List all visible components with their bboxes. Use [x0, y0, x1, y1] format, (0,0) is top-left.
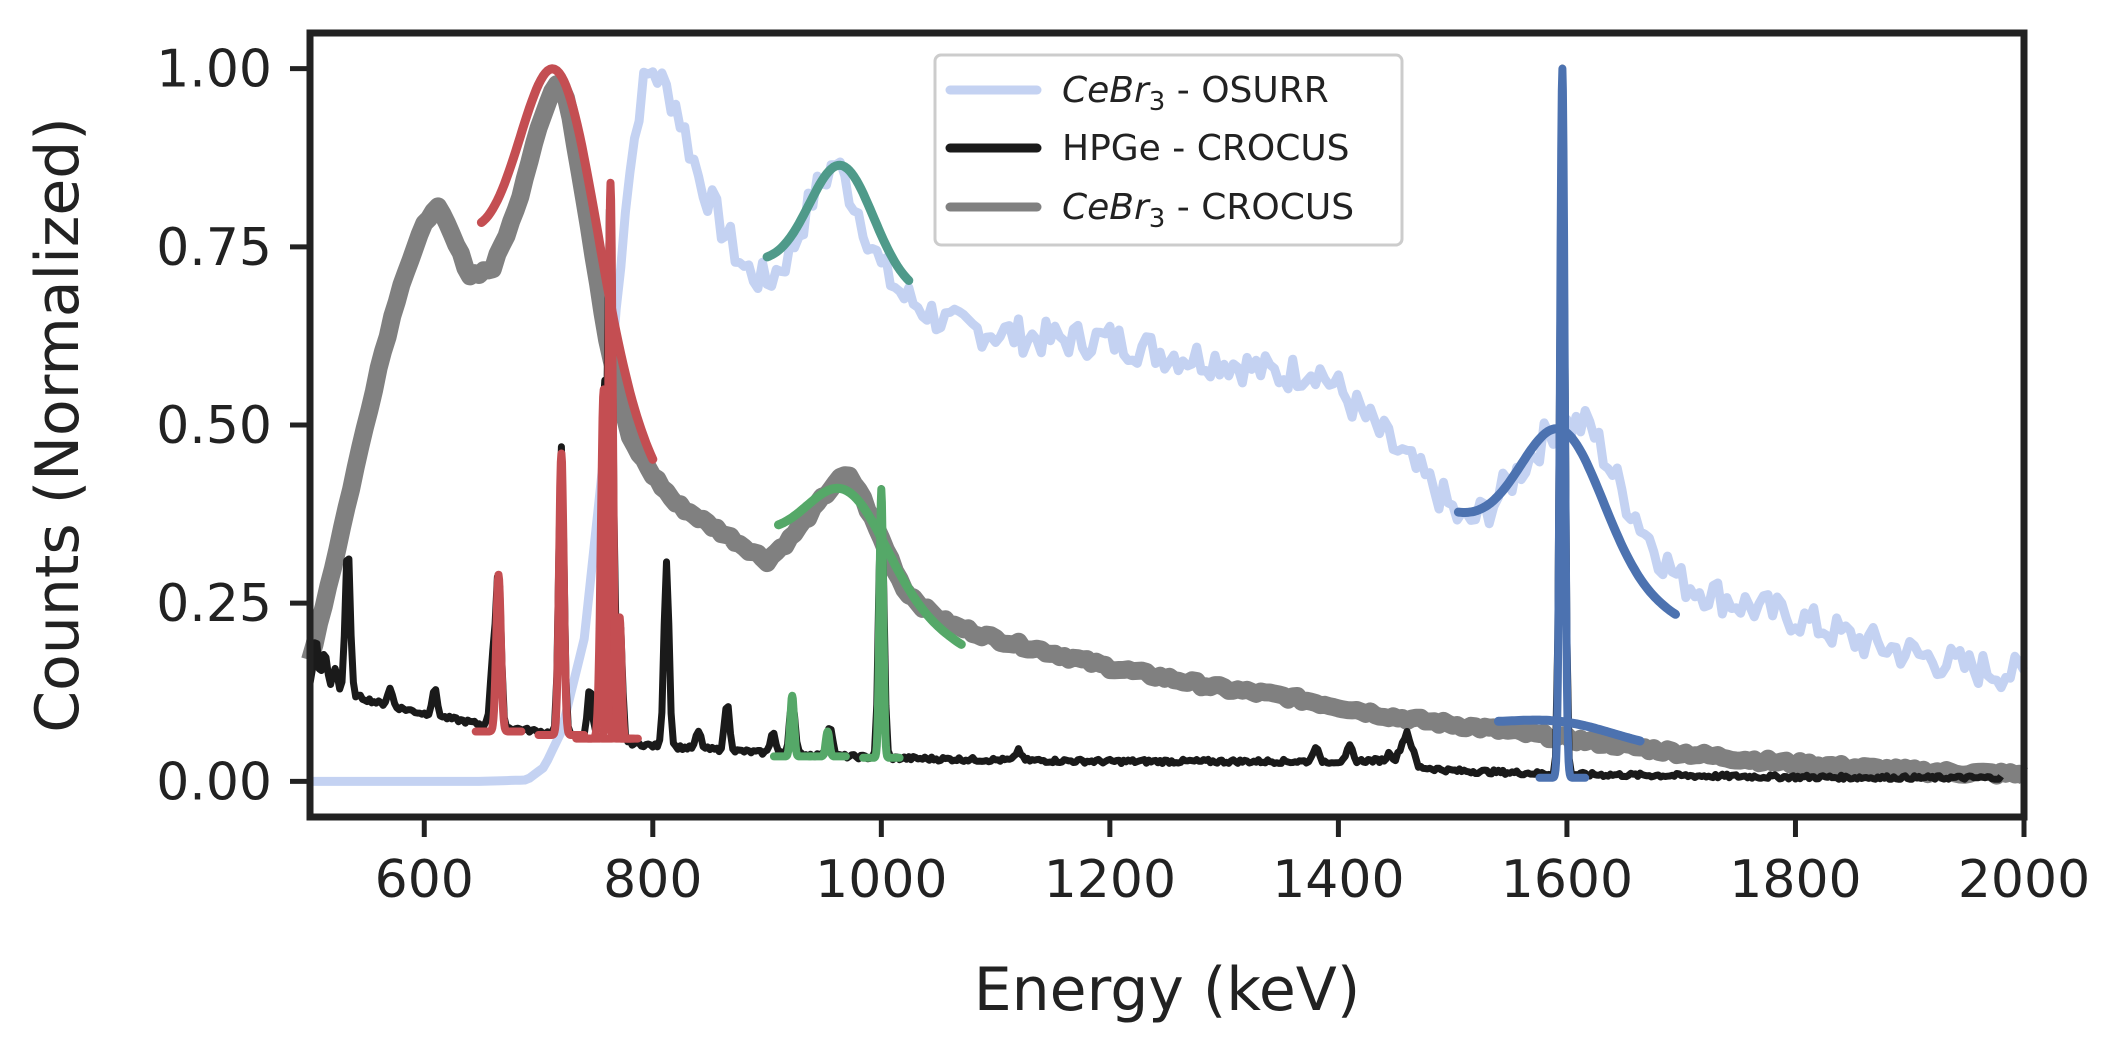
- legend-osurr-label-sub: 3: [1149, 87, 1166, 117]
- legend: CeBr3 - OSURR HPGe - CROCUS CeBr3 - CROC…: [933, 53, 1404, 247]
- fit-crocus-970: [774, 483, 966, 649]
- series-crocus-line: [301, 75, 2029, 785]
- fit-peak-5: [769, 691, 815, 761]
- y-axis: 0.00 0.25 0.50 0.75 1.00: [156, 40, 307, 812]
- x-tick-label: 1400: [1272, 850, 1404, 910]
- chart-fits: [471, 64, 1680, 782]
- legend-crocus-label-italic: CeBr: [1062, 187, 1151, 228]
- x-tick-label: 2000: [1958, 850, 2090, 910]
- legend-osurr-label-rest: - OSURR: [1165, 70, 1328, 111]
- x-tick-label: 800: [603, 850, 702, 910]
- chart-lines: [301, 64, 2029, 786]
- fit-peak-0: [471, 570, 526, 736]
- legend-crocus-label: CeBr3 - CROCUS: [1062, 187, 1354, 234]
- y-tick-label: 0.00: [156, 752, 272, 812]
- legend-hpge-label: HPGe - CROCUS: [1062, 128, 1350, 169]
- x-tick-label: 1000: [815, 850, 947, 910]
- fit-peak-4: [597, 613, 642, 743]
- x-axis-label: Energy (keV): [974, 955, 1361, 1025]
- series-hpge-line: [306, 64, 2004, 783]
- fit-peak-8: [1535, 64, 1590, 782]
- x-tick-label: 600: [375, 850, 474, 910]
- x-tick-label: 1200: [1044, 850, 1176, 910]
- legend-crocus-label-sub: 3: [1149, 204, 1166, 234]
- fit-peak-7: [859, 485, 904, 762]
- legend-osurr-label: CeBr3 - OSURR: [1062, 70, 1329, 117]
- y-tick-label: 0.25: [156, 574, 272, 634]
- plot-frame: [306, 29, 2028, 821]
- series-osurr-line: [310, 67, 2028, 786]
- legend-osurr-label-italic: CeBr: [1062, 70, 1151, 111]
- y-tick-label: 0.50: [156, 396, 272, 456]
- fit-peak-1: [534, 449, 589, 739]
- y-axis-label: Counts (Normalized): [23, 117, 93, 733]
- legend-box: [933, 53, 1404, 247]
- x-tick-label: 1800: [1729, 850, 1861, 910]
- x-tick-label: 1600: [1501, 850, 1633, 910]
- y-tick-label: 0.75: [156, 218, 272, 278]
- x-axis: 600 800 1000 1200 1400 1600 1800 2000: [375, 820, 2090, 910]
- y-tick-label: 1.00: [156, 40, 272, 100]
- fit-peak-6: [805, 727, 850, 761]
- fit-osurr-960: [762, 160, 914, 285]
- fit-crocus-720: [476, 64, 658, 464]
- legend-crocus-label-rest: - CROCUS: [1165, 187, 1354, 228]
- legend-hpge-label-rest: HPGe - CROCUS: [1062, 128, 1350, 169]
